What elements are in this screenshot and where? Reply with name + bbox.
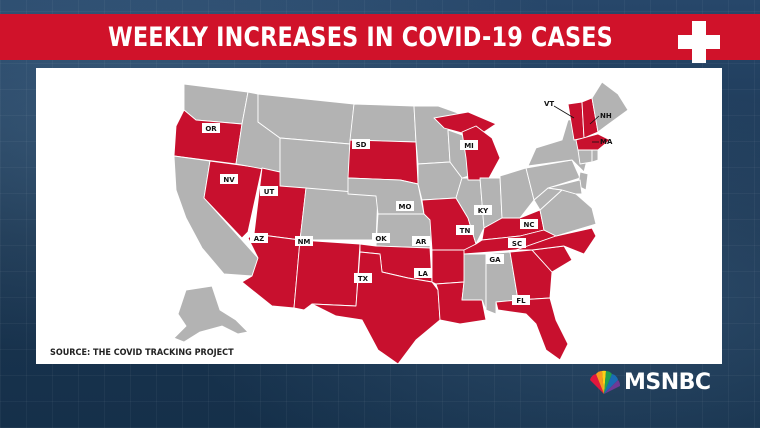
state-MD [547,179,583,195]
state-WY [279,137,351,195]
svg-text:VT: VT [544,100,554,108]
map-panel: OR NV UT AZ NM SD OK TX MO AR LA MI KY T… [36,68,722,364]
state-AK [173,285,249,343]
state-NM [293,239,361,311]
label-OK: OK [372,233,390,243]
svg-text:GA: GA [489,256,501,264]
svg-text:UT: UT [264,188,275,196]
state-ME [591,81,629,133]
label-TN: TN [456,225,474,235]
label-TX: TX [354,273,372,283]
label-MI: MI [460,140,478,150]
label-UT: UT [260,186,278,196]
svg-text:KY: KY [478,207,489,215]
label-SD: SD [352,139,370,149]
title-banner [0,14,760,60]
state-ND [349,103,417,143]
svg-text:NV: NV [223,176,235,184]
state-RI [591,149,599,163]
svg-text:SC: SC [512,240,522,248]
label-MO: MO [396,201,414,211]
label-LA: LA [414,268,432,278]
state-MI [461,125,501,181]
svg-text:LA: LA [418,270,428,278]
svg-text:AR: AR [416,238,427,246]
page-title: WEEKLY INCREASES IN COVID-19 CASES [108,22,613,53]
source-note: SOURCE: THE COVID TRACKING PROJECT [50,348,234,358]
network-name: MSNBC [624,370,711,395]
svg-text:NC: NC [524,221,535,229]
medical-cross-icon [678,21,720,63]
label-OR: OR [202,123,220,133]
msnbc-logo: MSNBC [586,368,736,398]
svg-text:TN: TN [460,227,471,235]
state-AR [431,249,467,285]
label-NC: NC [520,219,538,229]
svg-text:AZ: AZ [254,235,265,243]
label-KY: KY [474,205,492,215]
label-AZ: AZ [250,233,268,243]
label-SC: SC [508,238,526,248]
svg-text:NM: NM [298,238,311,246]
state-CT [577,149,593,165]
svg-text:MO: MO [399,203,412,211]
label-FL: FL [512,295,530,305]
label-NV: NV [220,174,238,184]
state-FL [495,297,569,361]
label-GA: GA [486,254,504,264]
state-CO [299,187,379,241]
svg-text:FL: FL [516,297,526,305]
label-VT: VT [544,100,575,119]
label-NM: NM [295,236,313,246]
svg-text:TX: TX [358,275,369,283]
peacock-icon [590,370,621,394]
svg-text:MI: MI [464,142,474,150]
svg-text:NH: NH [600,112,612,120]
us-map: OR NV UT AZ NM SD OK TX MO AR LA MI KY T… [173,81,629,364]
label-NH: NH [589,112,612,125]
label-MA: MA [592,138,613,146]
svg-text:MA: MA [600,138,613,146]
svg-text:OR: OR [205,125,217,133]
svg-text:OK: OK [375,235,387,243]
state-OH [499,167,535,219]
label-AR: AR [412,236,430,246]
svg-text:SD: SD [356,141,367,149]
